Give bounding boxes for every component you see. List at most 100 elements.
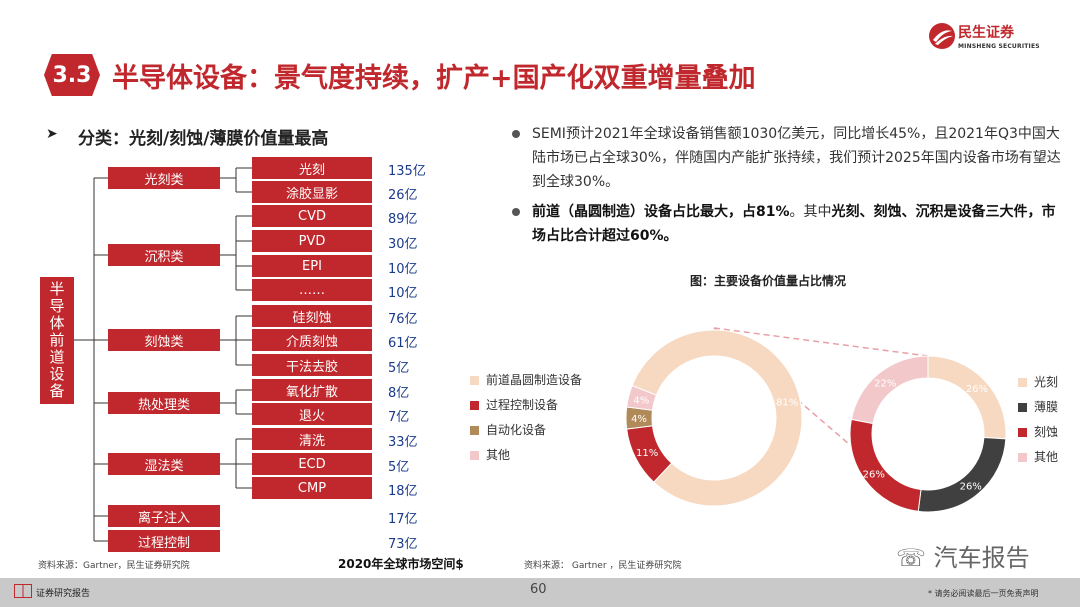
item-epi: EPI (252, 255, 372, 277)
legend-swatch (1018, 378, 1027, 387)
legend-swatch (470, 426, 479, 435)
value-anneal: 7亿 (388, 410, 410, 425)
root-label: 半导体前道设备 (47, 281, 66, 400)
value-coating-developing: 26亿 (388, 188, 418, 203)
item-cleaning: 清洗 (252, 428, 372, 450)
value-epi: 10亿 (388, 262, 418, 277)
legend-item: 过程控制设备 (470, 393, 582, 418)
left-source: 资料来源：Gartner，民生证券研究院 (38, 561, 190, 571)
value-dielectric-etch: 61亿 (388, 336, 418, 351)
logo-text: 民生证券 (958, 25, 1014, 41)
value-ion-implant: 17亿 (388, 512, 418, 527)
legend-item: 光刻 (1018, 370, 1058, 395)
footer-bar (0, 578, 1080, 607)
legend-item: 其他 (1018, 445, 1058, 470)
item-anneal: 退火 (252, 403, 372, 425)
section-badge: 3.3 (44, 54, 100, 96)
arrow-bullet-icon: ➤ (46, 126, 58, 142)
slice-label: 22% (874, 378, 896, 389)
bullet-list: SEMI预计2021年全球设备销售额1030亿美元，同比增长45%，且2021年… (510, 122, 1065, 254)
slice-label: 26% (960, 482, 982, 493)
legend-label: 前道晶圆制造设备 (486, 373, 583, 387)
legend-item: 自动化设备 (470, 418, 582, 443)
legend-swatch (470, 376, 479, 385)
item-other-deposition: …… (252, 279, 372, 301)
category-lithography: 光刻类 (108, 167, 220, 189)
slice-label: 26% (966, 384, 988, 395)
bullet-bold: 光刻、刻蚀、沉积是设备三大件，市场占比合计超过60%。 (532, 204, 1056, 244)
donut-slice (927, 355, 1007, 440)
legend-label: 光刻 (1034, 375, 1059, 389)
legend-label: 薄膜 (1034, 400, 1059, 414)
value-lithography: 135亿 (388, 164, 426, 179)
value-dry-strip: 5亿 (388, 361, 410, 376)
value-ecd: 5亿 (388, 460, 410, 475)
item-dry-strip: 干法去胶 (252, 354, 372, 376)
item-cvd: CVD (252, 205, 372, 227)
legend-item: 其他 (470, 443, 582, 468)
legend-swatch (1018, 453, 1027, 462)
figure-title: 图：主要设备价值量占比情况 (690, 274, 847, 288)
legend-front-end: 光刻 薄膜 刻蚀 其他 (1018, 370, 1058, 470)
disclaimer-note: * 请务必阅读最后一页免责声明 (928, 589, 1039, 598)
legend-swatch (1018, 403, 1027, 412)
donut-front-end: 26% 26% 26% 22% (849, 355, 1007, 513)
legend-label: 自动化设备 (486, 423, 547, 437)
page-number: 60 (530, 582, 547, 597)
bullet-item: 前道（晶圆制造）设备占比最大，占81%。其中光刻、刻蚀、沉积是设备三大件，市场占… (510, 200, 1065, 248)
value-cleaning: 33亿 (388, 435, 418, 450)
tree-connectors (74, 167, 252, 542)
bullet-text: 。其中 (789, 204, 832, 220)
legend-item: 刻蚀 (1018, 420, 1058, 445)
value-other-deposition: 10亿 (388, 286, 418, 301)
category-ion-implant: 离子注入 (108, 505, 220, 527)
connector-line-top (713, 327, 929, 357)
category-etching: 刻蚀类 (108, 329, 220, 351)
bullet-text: SEMI预计2021年全球设备销售额1030亿美元，同比增长45%，且2021年… (532, 126, 1061, 190)
donut-slice (917, 436, 1007, 513)
value-pvd: 30亿 (388, 237, 418, 252)
donut-charts: 81% 11% 4% 4% 26% 26% 26% 22% (625, 327, 1007, 513)
value-silicon-etch: 76亿 (388, 312, 418, 327)
slice-label: 4% (631, 414, 647, 425)
legend-label: 过程控制设备 (486, 398, 559, 412)
legend-label: 刻蚀 (1034, 425, 1059, 439)
category-process-control: 过程控制 (108, 530, 220, 552)
legend-swatch (470, 451, 479, 460)
item-lithography: 光刻 (252, 157, 372, 179)
right-source: 资料来源： Gartner ，民生证券研究院 (524, 561, 682, 571)
slice-label: 26% (863, 469, 885, 480)
category-deposition: 沉积类 (108, 244, 220, 266)
item-cmp: CMP (252, 477, 372, 499)
wechat-icon: ☏ (896, 544, 927, 572)
value-process-control: 73亿 (388, 537, 418, 552)
watermark: ☏ 汽车报告 (896, 538, 1030, 573)
legend-label: 其他 (486, 448, 511, 462)
bullet-bold: 前道（晶圆制造）设备占比最大， (532, 204, 742, 220)
logo-english: MINSHENG SECURITIES (958, 43, 1040, 50)
book-icon (14, 584, 32, 598)
item-dielectric-etch: 介质刻蚀 (252, 329, 372, 351)
legend-swatch (1018, 428, 1027, 437)
donut-slice (626, 384, 658, 411)
item-ecd: ECD (252, 453, 372, 475)
market-footnote: 2020年全球市场空间$ (338, 557, 464, 571)
item-silicon-etch: 硅刻蚀 (252, 305, 372, 327)
donut-main: 81% 11% 4% 4% (625, 329, 803, 507)
item-oxidation-diffusion: 氧化扩散 (252, 379, 372, 401)
item-pvd: PVD (252, 230, 372, 252)
legend-swatch (470, 401, 479, 410)
slice-label: 4% (633, 395, 649, 406)
category-thermal: 热处理类 (108, 392, 220, 414)
legend-main: 前道晶圆制造设备 过程控制设备 自动化设备 其他 (470, 368, 582, 468)
root-node: 半导体前道设备 (40, 277, 74, 404)
legend-item: 薄膜 (1018, 395, 1058, 420)
watermark-text: 汽车报告 (933, 544, 1030, 572)
page-title: 半导体设备：景气度持续，扩产+国产化双重增量叠加 (112, 63, 756, 94)
legend-label: 其他 (1034, 450, 1059, 464)
donut-slice (631, 329, 803, 507)
value-cmp: 18亿 (388, 484, 418, 499)
bullet-bold: 占81% (742, 204, 790, 220)
slice-label: 11% (636, 448, 658, 459)
value-oxidation-diffusion: 8亿 (388, 386, 410, 401)
